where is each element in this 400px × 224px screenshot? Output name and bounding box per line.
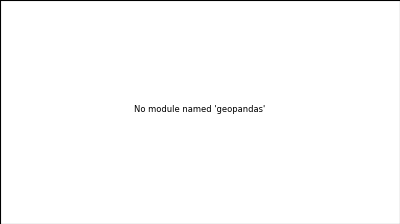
Text: No module named 'geopandas': No module named 'geopandas' [134, 105, 266, 114]
